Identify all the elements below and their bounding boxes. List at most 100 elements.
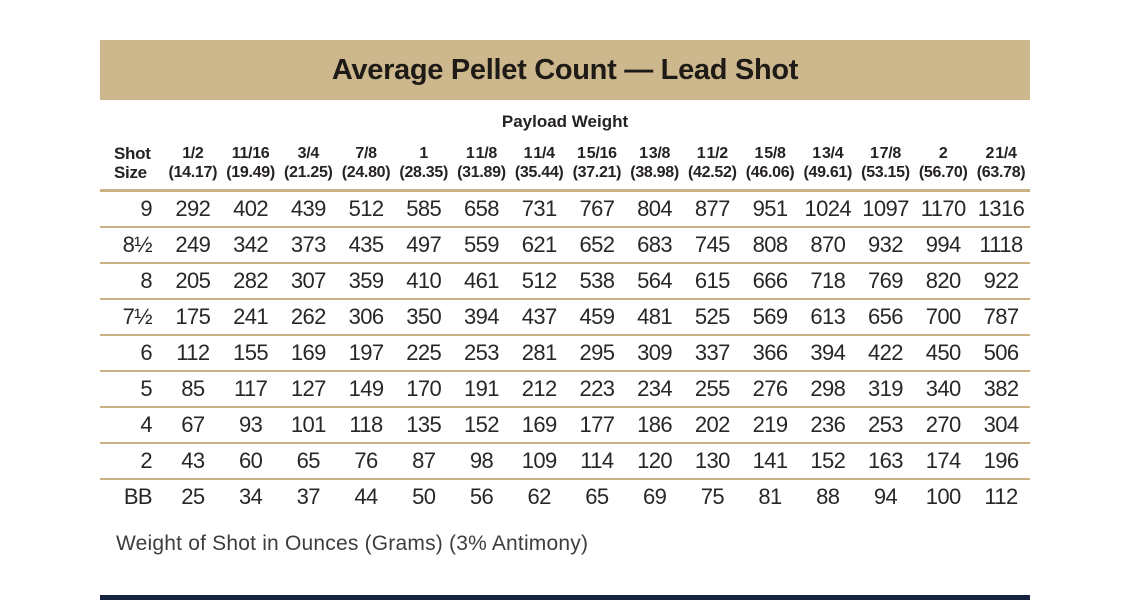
pellet-count-cell: 100 <box>925 484 962 509</box>
pellet-count-cell: 262 <box>279 298 338 336</box>
pellet-count-cell: 422 <box>856 334 915 372</box>
pellet-count-cell: 196 <box>972 442 1030 480</box>
payload-ounces-label: 1 7/8 <box>869 145 902 162</box>
pellet-count-cell: 169 <box>510 406 569 444</box>
payload-ounces-label: 1 1/8 <box>465 145 497 162</box>
payload-ounces-label: 1 5/8 <box>754 145 786 162</box>
payload-column-header: 1/2 (14.17) <box>164 144 222 192</box>
pellet-count-cell: 50 <box>412 484 436 509</box>
pellet-count-cell: 437 <box>510 298 569 336</box>
pellet-count-cell: 767 <box>568 190 626 228</box>
pellet-count-cell: 67 <box>164 406 222 444</box>
pellet-count-cell: 155 <box>221 334 280 372</box>
pellet-count-cell: 804 <box>625 190 684 228</box>
table-row: 9 292 402 439 512 585 658 731 767 804 877 951 1024 10… <box>100 190 1030 228</box>
pellet-count-cell: 149 <box>337 370 395 408</box>
pellet-count-cell: 85 <box>164 370 222 408</box>
payload-grams-label: (53.15) <box>861 164 910 181</box>
pellet-count-cell: 615 <box>683 262 742 300</box>
pellet-count-cell: 114 <box>568 442 626 480</box>
pellet-count-cell: 787 <box>972 298 1030 336</box>
pellet-count-cell: 98 <box>452 442 511 480</box>
pellet-count-cell: 683 <box>625 226 684 264</box>
payload-ounces-label: 1 5/16 <box>577 145 617 162</box>
pellet-count-cell: 373 <box>279 226 338 264</box>
pellet-count-cell: 191 <box>452 370 511 408</box>
shot-size-header-line1: Shot <box>114 144 151 163</box>
payload-column-header: 1 5/16 (37.21) <box>568 144 626 192</box>
payload-grams-label: (28.35) <box>399 164 449 181</box>
payload-column-header: 1 3/4 (49.61) <box>798 144 857 192</box>
pellet-count-cell: 65 <box>279 442 338 480</box>
pellet-count-cell: 506 <box>972 334 1030 372</box>
pellet-count-cell: 175 <box>164 298 222 336</box>
pellet-count-cell: 249 <box>164 226 222 264</box>
payload-weight-heading: Payload Weight <box>501 112 629 131</box>
pellet-count-cell: 564 <box>625 262 684 300</box>
pellet-count-cell: 93 <box>221 406 280 444</box>
pellet-count-cell: 174 <box>914 442 973 480</box>
pellet-count-cell: 177 <box>568 406 626 444</box>
pellet-count-cell: 152 <box>452 406 511 444</box>
pellet-count-cell: 745 <box>683 226 742 264</box>
pellet-count-cell: 94 <box>873 484 898 509</box>
pellet-count-table: Shot Size 1/2 (14.17) 11/16 (19.49) 3/4 (21.2… <box>100 144 1030 515</box>
pellet-count-cell: 37 <box>296 484 321 509</box>
pellet-count-cell: 219 <box>741 406 799 444</box>
pellet-count-cell: 656 <box>856 298 915 336</box>
payload-ounces-label: 2 1/4 <box>985 145 1017 162</box>
payload-column-header: 1 1/4 (35.44) <box>510 144 569 192</box>
shot-size-cell: 8 <box>100 262 164 300</box>
column-header-row: Shot Size 1/2 (14.17) 11/16 (19.49) 3/4 (21.2… <box>100 144 1030 192</box>
pellet-count-cell: 112 <box>984 484 1018 509</box>
table-row: 2 43 60 65 76 87 98 109 114 120 130 141 152 163 174 196 <box>100 442 1030 480</box>
pellet-count-cell: 613 <box>798 298 857 336</box>
pellet-count-cell: 951 <box>741 190 799 228</box>
pellet-count-cell: 292 <box>164 190 222 228</box>
payload-column-header: 3/4 (21.25) <box>279 144 338 192</box>
pellet-count-cell: 1316 <box>972 190 1030 228</box>
pellet-count-cell: 88 <box>816 484 840 509</box>
pellet-count-cell: 130 <box>683 442 742 480</box>
pellet-count-cell: 820 <box>914 262 973 300</box>
pellet-count-cell: 225 <box>394 334 453 372</box>
payload-grams-label: (56.70) <box>918 164 968 181</box>
pellet-count-cell: 81 <box>758 484 782 509</box>
shot-size-cell: 6 <box>100 334 164 372</box>
pellet-count-cell: 241 <box>221 298 280 336</box>
pellet-count-cell: 43 <box>164 442 222 480</box>
payload-ounces-label: 1 3/4 <box>812 145 844 162</box>
pellet-count-cell: 870 <box>798 226 857 264</box>
payload-grams-label: (49.61) <box>803 164 853 181</box>
payload-column-header: 1 (28.35) <box>394 144 453 192</box>
shot-size-cell: BB <box>123 484 153 509</box>
pellet-count-cell: 718 <box>798 262 857 300</box>
pellet-count-cell: 808 <box>741 226 799 264</box>
pellet-count-cell: 276 <box>741 370 799 408</box>
payload-grams-label: (46.06) <box>745 164 795 181</box>
pellet-count-cell: 101 <box>279 406 338 444</box>
pellet-count-cell: 569 <box>741 298 799 336</box>
pellet-count-cell: 585 <box>394 190 453 228</box>
pellet-count-cell: 306 <box>337 298 395 336</box>
pellet-count-cell: 120 <box>625 442 684 480</box>
pellet-count-cell: 666 <box>741 262 799 300</box>
shot-size-column-header: Shot Size <box>100 144 164 192</box>
table-row: 4 67 93 101 118 135 152 169 177 186 202 219 236 253 27… <box>100 406 1030 444</box>
shot-size-cell: 2 <box>100 442 164 480</box>
pellet-count-cell: 394 <box>798 334 857 372</box>
pellet-count-cell: 118 <box>337 406 395 444</box>
table-title: Average Pellet Count — Lead Shot <box>331 53 799 86</box>
pellet-count-cell: 700 <box>914 298 973 336</box>
payload-column-header: 1 1/8 (31.89) <box>452 144 511 192</box>
footnote: Weight of Shot in Ounces (Grams) (3% Ant… <box>116 531 589 555</box>
pellet-count-cell: 234 <box>625 370 684 408</box>
table-row: 8½ 249 342 373 435 497 559 621 652 683 745 808 870 93… <box>100 226 1030 264</box>
pellet-count-cell: 141 <box>741 442 799 480</box>
pellet-count-cell: 170 <box>394 370 453 408</box>
pellet-count-cell: 34 <box>238 484 263 509</box>
payload-column-header: 2 1/4 (63.78) <box>972 144 1030 192</box>
pellet-count-cell: 658 <box>452 190 511 228</box>
payload-grams-label: (63.78) <box>976 164 1026 181</box>
pellet-count-cell: 621 <box>510 226 569 264</box>
